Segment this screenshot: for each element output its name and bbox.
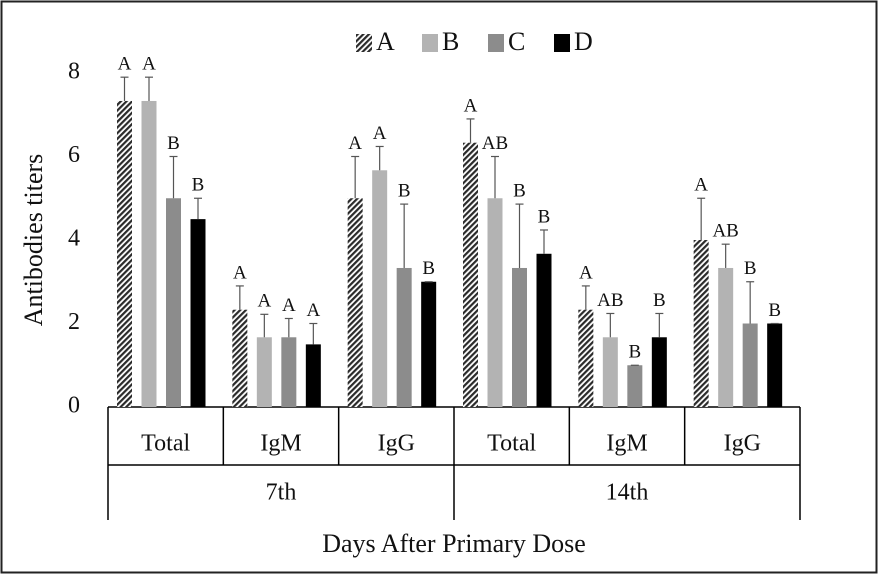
significance-label: A <box>118 54 132 75</box>
y-tick-label: 4 <box>68 226 80 252</box>
bar <box>190 219 206 407</box>
significance-label: A <box>233 262 247 283</box>
significance-label: A <box>348 133 362 154</box>
group-label: 7th <box>266 480 297 506</box>
bar <box>421 281 437 407</box>
y-axis-title: Antibodies titers <box>19 154 48 327</box>
group-label: 14th <box>606 480 649 506</box>
significance-label: A <box>306 300 320 321</box>
x-tick-label: Total <box>487 431 536 457</box>
significance-label: A <box>282 295 296 316</box>
bar <box>396 267 412 407</box>
significance-label: AB <box>482 133 508 154</box>
significance-label: B <box>167 133 180 154</box>
legend-label: C <box>508 27 525 56</box>
significance-label: B <box>628 342 641 363</box>
bar <box>347 198 363 407</box>
legend-swatch <box>488 34 504 52</box>
bar <box>166 198 181 407</box>
bar <box>487 198 503 407</box>
bar <box>627 365 643 407</box>
bar <box>536 253 552 407</box>
y-tick-label: 0 <box>68 393 80 419</box>
bar <box>117 100 132 407</box>
legend-label: B <box>442 27 459 56</box>
legend-label: A <box>376 27 395 56</box>
significance-label: A <box>257 291 271 312</box>
legend-swatch <box>422 34 438 52</box>
significance-label: A <box>579 262 593 283</box>
significance-label: B <box>513 180 526 201</box>
bar <box>602 337 618 407</box>
significance-label: A <box>694 175 708 196</box>
x-tick-label: Total <box>141 431 190 457</box>
significance-label: AB <box>597 290 623 311</box>
significance-label: B <box>398 180 411 201</box>
x-tick-label: IgM <box>606 431 647 457</box>
bar <box>718 267 734 407</box>
legend-label: D <box>574 27 593 56</box>
significance-label: B <box>538 206 551 227</box>
bar <box>512 267 527 407</box>
bar <box>767 323 783 407</box>
bar <box>232 309 248 407</box>
bar <box>578 309 594 407</box>
x-tick-label: IgM <box>260 431 301 457</box>
significance-label: A <box>142 54 156 75</box>
bar <box>256 337 272 407</box>
significance-label: B <box>192 175 205 196</box>
bar <box>463 142 478 407</box>
significance-label: B <box>744 258 757 279</box>
bar <box>651 337 667 407</box>
x-tick-label: IgG <box>724 431 761 457</box>
y-tick-label: 6 <box>68 142 80 168</box>
legend-swatch <box>554 34 570 52</box>
bar <box>372 170 388 407</box>
bar <box>742 323 758 407</box>
y-tick-label: 8 <box>68 59 80 85</box>
significance-label: B <box>768 300 781 321</box>
significance-label: A <box>373 123 387 144</box>
legend-swatch <box>356 34 372 52</box>
bar <box>305 344 321 407</box>
bar <box>141 100 157 407</box>
significance-label: A <box>464 95 478 116</box>
bar <box>281 337 297 407</box>
x-axis-title: Days After Primary Dose <box>322 529 586 558</box>
significance-label: AB <box>712 221 738 242</box>
x-tick-label: IgG <box>378 431 415 457</box>
significance-label: B <box>422 258 435 279</box>
y-tick-label: 2 <box>68 309 80 335</box>
bar <box>693 240 709 407</box>
significance-label: B <box>653 290 666 311</box>
